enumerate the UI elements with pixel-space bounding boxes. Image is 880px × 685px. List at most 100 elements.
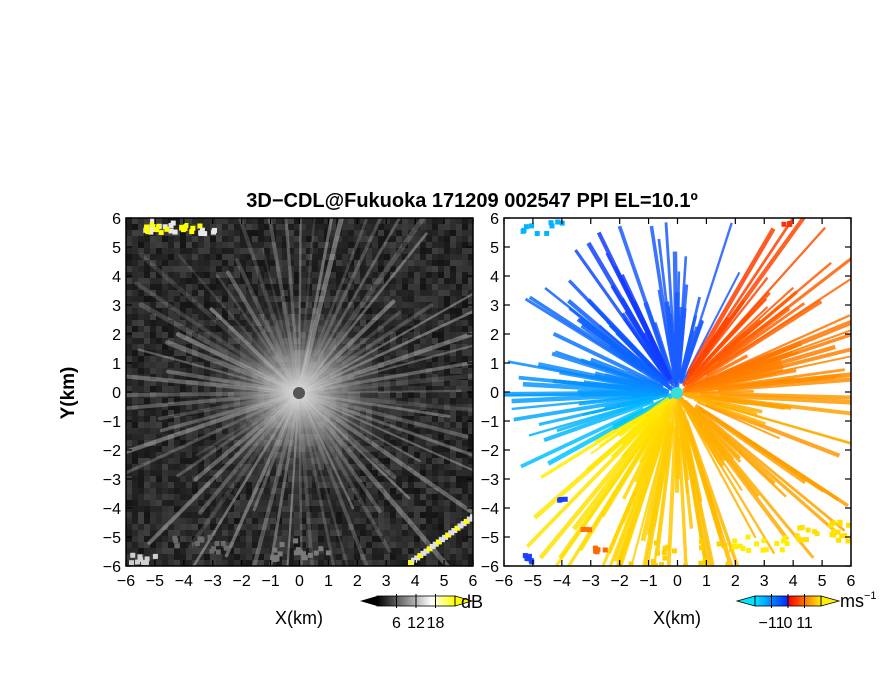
noise-cell — [444, 470, 450, 476]
noise-cell — [456, 266, 462, 272]
noise-cell — [198, 260, 204, 266]
noise-cell — [174, 548, 180, 554]
noise-cell — [144, 470, 150, 476]
noise-cell — [240, 560, 246, 566]
noise-cell — [396, 524, 402, 530]
noise-cell — [126, 284, 132, 290]
noise-cell — [450, 506, 456, 512]
noise-cell — [462, 236, 468, 242]
noise-cell — [138, 290, 144, 296]
noise-cell — [306, 218, 312, 224]
noise-cell — [144, 356, 150, 362]
noise-cell — [426, 248, 432, 254]
noise-cell — [180, 530, 186, 536]
noise-cell — [246, 266, 252, 272]
noise-cell — [318, 530, 324, 536]
noise-cell — [444, 230, 450, 236]
intensity-cloud-pixel — [172, 536, 177, 541]
noise-cell — [384, 482, 390, 488]
noise-cell — [168, 386, 174, 392]
noise-cell — [186, 248, 192, 254]
noise-cell — [450, 272, 456, 278]
noise-cell — [186, 242, 192, 248]
noise-cell — [168, 332, 174, 338]
noise-cell — [402, 548, 408, 554]
noise-cell — [258, 260, 264, 266]
noise-cell — [342, 242, 348, 248]
noise-cell — [336, 260, 342, 266]
noise-cell — [426, 398, 432, 404]
noise-cell — [348, 542, 354, 548]
noise-cell — [444, 434, 450, 440]
noise-cell — [204, 560, 210, 566]
noise-cell — [462, 290, 468, 296]
noise-cell — [450, 230, 456, 236]
noise-cell — [282, 518, 288, 524]
noise-cell — [456, 236, 462, 242]
noise-cell — [240, 548, 246, 554]
noise-cell — [168, 548, 174, 554]
noise-cell — [132, 308, 138, 314]
noise-cell — [144, 278, 150, 284]
noise-cell — [162, 560, 168, 566]
noise-cell — [366, 554, 372, 560]
noise-cell — [186, 530, 192, 536]
noise-cell — [378, 560, 384, 566]
noise-cell — [126, 326, 132, 332]
noise-cell — [420, 428, 426, 434]
noise-cell — [156, 500, 162, 506]
x-tick-label: −3 — [204, 573, 222, 590]
noise-cell — [156, 320, 162, 326]
noise-cell — [456, 560, 462, 566]
noise-cell — [456, 218, 462, 224]
noise-cell — [420, 392, 426, 398]
velocity-target-pixel — [830, 521, 835, 526]
noise-cell — [432, 272, 438, 278]
noise-cell — [138, 326, 144, 332]
noise-cell — [126, 332, 132, 338]
noise-cell — [456, 494, 462, 500]
noise-cell — [138, 266, 144, 272]
velocity-target-pixel — [830, 532, 835, 537]
x-tick-label: 4 — [789, 573, 798, 590]
noise-cell — [402, 530, 408, 536]
noise-cell — [144, 428, 150, 434]
noise-cell — [462, 326, 468, 332]
noise-cell — [396, 470, 402, 476]
noise-cell — [450, 332, 456, 338]
noise-cell — [432, 530, 438, 536]
noise-cell — [396, 272, 402, 278]
noise-cell — [456, 440, 462, 446]
noise-cell — [444, 482, 450, 488]
x-tick-label: 2 — [353, 573, 362, 590]
noise-cell — [354, 524, 360, 530]
noise-cell — [426, 266, 432, 272]
noise-cell — [408, 302, 414, 308]
noise-cell — [186, 476, 192, 482]
noise-cell — [132, 236, 138, 242]
noise-cell — [192, 284, 198, 290]
noise-cell — [132, 272, 138, 278]
noise-cell — [162, 500, 168, 506]
noise-cell — [366, 548, 372, 554]
intensity-target-pixel — [135, 560, 140, 565]
noise-cell — [162, 218, 168, 224]
intensity-target-pixel — [179, 225, 184, 230]
noise-cell — [192, 290, 198, 296]
noise-cell — [186, 548, 192, 554]
noise-cell — [150, 452, 156, 458]
intensity-cloud-pixel — [211, 546, 216, 551]
intensity-cloud-pixel — [197, 536, 202, 541]
x-tick-label: −5 — [146, 573, 164, 590]
noise-cell — [438, 242, 444, 248]
noise-cell — [384, 512, 390, 518]
noise-cell — [270, 524, 276, 530]
noise-cell — [246, 218, 252, 224]
noise-cell — [390, 290, 396, 296]
noise-cell — [180, 266, 186, 272]
noise-cell — [414, 254, 420, 260]
noise-cell — [438, 224, 444, 230]
noise-cell — [408, 512, 414, 518]
noise-cell — [408, 482, 414, 488]
noise-cell — [132, 416, 138, 422]
